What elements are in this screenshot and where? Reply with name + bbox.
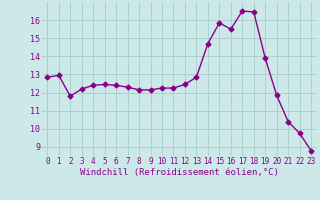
X-axis label: Windchill (Refroidissement éolien,°C): Windchill (Refroidissement éolien,°C) (80, 168, 279, 177)
